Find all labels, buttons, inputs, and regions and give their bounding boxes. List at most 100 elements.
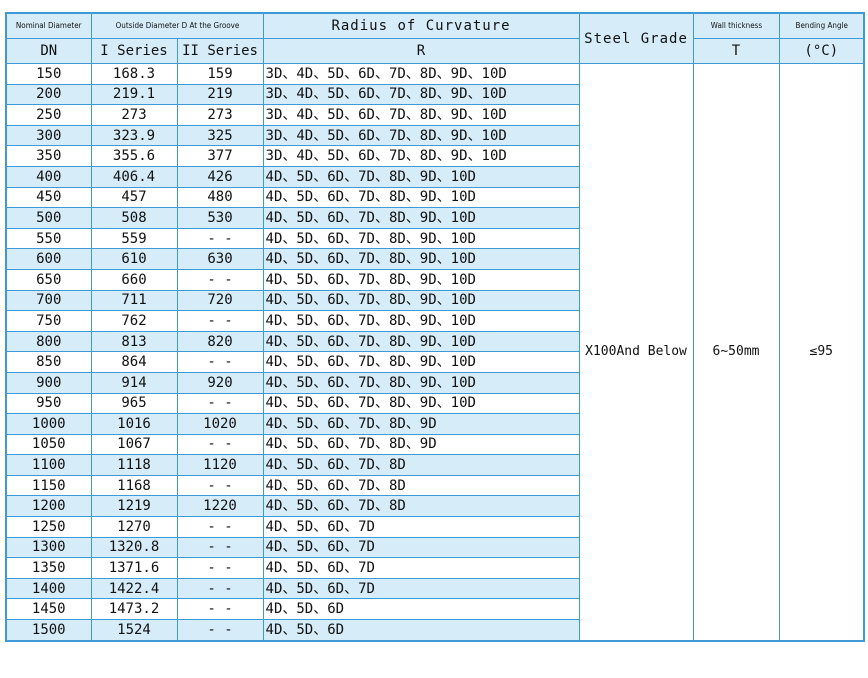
table-cell: 325 xyxy=(176,124,264,147)
table-cell: 530 xyxy=(176,207,264,229)
table-cell: 3D、4D、5D、6D、7D、8D、9D、10D xyxy=(262,104,580,126)
table-row: 950 965- -4D、5D、6D、7D、8D、9D、10D xyxy=(5,392,864,415)
table-cell: - - xyxy=(176,310,264,332)
table-cell: 273 xyxy=(90,104,178,126)
table-cell: 250 xyxy=(5,104,92,126)
table-cell: 1100 xyxy=(5,454,92,476)
header-text: Outside Diameter D At the Groove xyxy=(115,21,239,30)
table-cell: 355.6 xyxy=(90,145,178,167)
table-cell: 4D、5D、6D、7D、8D、9D、10D xyxy=(262,268,580,291)
table-cell: - - xyxy=(176,577,264,600)
header-cell: T xyxy=(692,38,780,64)
table-cell: 1422.4 xyxy=(90,577,178,600)
table-cell: 4D、5D、6D、7D xyxy=(262,557,580,579)
table-cell: 1150 xyxy=(5,474,92,497)
table-cell: 1524 xyxy=(90,619,178,642)
table-cell: 500 xyxy=(5,207,92,229)
table-cell: - - xyxy=(176,536,264,559)
table-cell: 4D、5D、6D、7D、8D、9D xyxy=(262,413,580,435)
table-cell: 4D、5D、6D、7D、8D、9D、10D xyxy=(262,330,580,353)
table-cell: 219.1 xyxy=(90,83,178,106)
table-cell: 1300 xyxy=(5,536,92,559)
table-row: 550 559- -4D、5D、6D、7D、8D、9D、10D xyxy=(5,227,864,250)
header-text: Nominal Diameter xyxy=(15,21,82,30)
table-cell: 950 xyxy=(5,392,92,415)
table-cell: 4D、5D、6D、7D、8D、9D、10D xyxy=(262,351,580,373)
table-cell: 1450 xyxy=(5,598,92,621)
table-cell: 660 xyxy=(90,268,178,291)
table-cell: 1200 xyxy=(5,495,92,518)
table-row: 1450 1473.2- -4D、5D、6D xyxy=(5,598,864,621)
table-row: 1150 1168- -4D、5D、6D、7D、8D xyxy=(5,474,864,497)
table-cell: 4D、5D、6D、7D、8D、9D、10D xyxy=(262,371,580,394)
table-cell: - - xyxy=(176,619,264,642)
table-cell: 920 xyxy=(176,371,264,394)
table-cell: 800 xyxy=(5,330,92,353)
table-cell: 450 xyxy=(5,186,92,209)
table-row: 1050 1067- -4D、5D、6D、7D、8D、9D xyxy=(5,433,864,456)
table-cell: 1500 xyxy=(5,619,92,642)
header-cell: Wall thickness xyxy=(692,12,780,39)
table-cell: 4D、5D、6D、7D、8D、9D、10D xyxy=(262,392,580,415)
header-cell: Steel Grade xyxy=(578,12,694,64)
table-row: 1250 1270- -4D、5D、6D、7D xyxy=(5,516,864,538)
table-cell: - - xyxy=(176,474,264,497)
table-cell: - - xyxy=(176,227,264,250)
table-row: 700 711 720 4D、5D、6D、7D、8D、9D、10D xyxy=(5,289,864,312)
table-cell: 4D、5D、6D、7D xyxy=(262,577,580,600)
table-cell: 3D、4D、5D、6D、7D、8D、9D、10D xyxy=(262,63,580,85)
table-cell: 1000 xyxy=(5,413,92,435)
header-row: Nominal Diameter Outside Diameter D At t… xyxy=(5,12,865,64)
table-cell: 762 xyxy=(90,310,178,332)
merged-cell: X100And Below xyxy=(578,62,694,642)
table-cell: 4D、5D、6D、7D、8D、9D、10D xyxy=(262,227,580,250)
table-cell: - - xyxy=(176,268,264,291)
table-cell: 1220 xyxy=(176,495,264,518)
table-cell: 3D、4D、5D、6D、7D、8D、9D、10D xyxy=(262,124,580,147)
table-cell: 508 xyxy=(90,207,178,229)
table-row: 1500 1524- -4D、5D、6D xyxy=(5,619,864,642)
table-cell: 900 xyxy=(5,371,92,394)
table-cell: 4D、5D、6D、7D、8D xyxy=(262,474,580,497)
table-cell: 1219 xyxy=(90,495,178,518)
table-cell: 159 xyxy=(176,63,264,85)
table-cell: 1016 xyxy=(90,413,178,435)
table-cell: 400 xyxy=(5,165,92,188)
merged-cell: ≤95 xyxy=(778,62,865,642)
table-row: 1350 1371.6- -4D、5D、6D、7D xyxy=(5,557,864,579)
spec-table: Nominal Diameter Outside Diameter D At t… xyxy=(5,12,866,642)
table-cell: - - xyxy=(176,598,264,621)
table-cell: 1473.2 xyxy=(90,598,178,621)
header-cell: Radius of Curvature xyxy=(262,12,580,39)
table-row: 1300 1320.8- -4D、5D、6D、7D xyxy=(5,536,864,559)
table-cell: 559 xyxy=(90,227,178,250)
table-cell: 3D、4D、5D、6D、7D、8D、9D、10D xyxy=(262,83,580,106)
header-cell: R xyxy=(262,38,580,64)
table-cell: 4D、5D、6D、7D、8D、9D、10D xyxy=(262,289,580,312)
table-cell: - - xyxy=(176,557,264,579)
table-cell: 914 xyxy=(90,371,178,394)
table-cell: 377 xyxy=(176,145,264,167)
table-cell: 720 xyxy=(176,289,264,312)
table-cell: 4D、5D、6D、7D、8D xyxy=(262,495,580,518)
table-cell: 4D、5D、6D xyxy=(262,598,580,621)
table-cell: 1120 xyxy=(176,454,264,476)
header-cell: DN xyxy=(5,38,92,64)
table-cell: 4D、5D、6D、7D xyxy=(262,536,580,559)
table-cell: 457 xyxy=(90,186,178,209)
header-cell: I Series xyxy=(90,38,178,64)
table-cell: 300 xyxy=(5,124,92,147)
table-cell: 150 xyxy=(5,63,92,85)
header-cell: Outside Diameter D At the Groove xyxy=(90,12,264,39)
table-cell: 813 xyxy=(90,330,178,353)
table-cell: 1400 xyxy=(5,577,92,600)
table-cell: 700 xyxy=(5,289,92,312)
table-cell: 1320.8 xyxy=(90,536,178,559)
table-cell: 168.3 xyxy=(90,63,178,85)
header-cell: Bending Angle xyxy=(778,12,865,39)
table-cell: 1350 xyxy=(5,557,92,579)
table-cell: 4D、5D、6D、7D xyxy=(262,516,580,538)
table-cell: 820 xyxy=(176,330,264,353)
table-cell: - - xyxy=(176,392,264,415)
table-cell: 4D、5D、6D、7D、8D xyxy=(262,454,580,476)
